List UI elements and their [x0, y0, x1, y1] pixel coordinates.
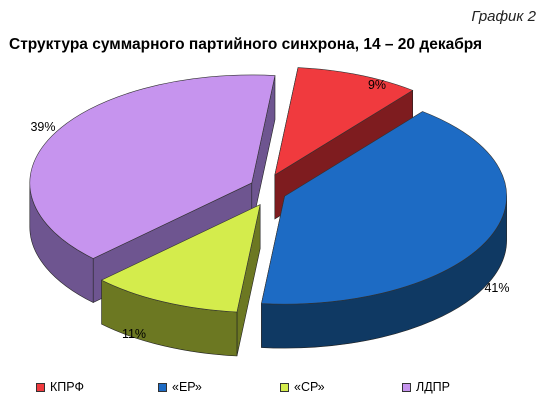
pie-slice-3	[29, 74, 276, 259]
legend-swatch	[402, 382, 411, 392]
legend-label: «ЕР»	[172, 380, 202, 394]
pie-slice-2	[100, 204, 261, 313]
legend: КПРФ «ЕР» «СР» ЛДПР	[0, 380, 550, 400]
legend-item-er: «ЕР»	[158, 380, 202, 394]
legend-item-kprf: КПРФ	[36, 380, 84, 394]
slice-label-2: 11%	[122, 327, 146, 341]
legend-item-ldpr: ЛДПР	[402, 380, 450, 394]
slice-label-1: 41%	[484, 281, 509, 295]
legend-label: «СР»	[294, 380, 325, 394]
slice-label-3: 39%	[30, 120, 55, 134]
pie-tops	[29, 67, 507, 313]
chart-title: Структура суммарного партийного синхрона…	[9, 36, 483, 53]
legend-label: ЛДПР	[416, 380, 450, 394]
chart-caption: График 2	[471, 8, 536, 25]
pie-slice-1	[261, 111, 507, 305]
legend-item-sr: «СР»	[280, 380, 325, 394]
legend-swatch	[36, 382, 45, 392]
legend-swatch	[158, 382, 167, 392]
pie-slice-0	[274, 67, 414, 176]
legend-label: КПРФ	[50, 380, 84, 394]
slice-label-0: 9%	[368, 78, 386, 92]
legend-swatch	[280, 382, 289, 392]
